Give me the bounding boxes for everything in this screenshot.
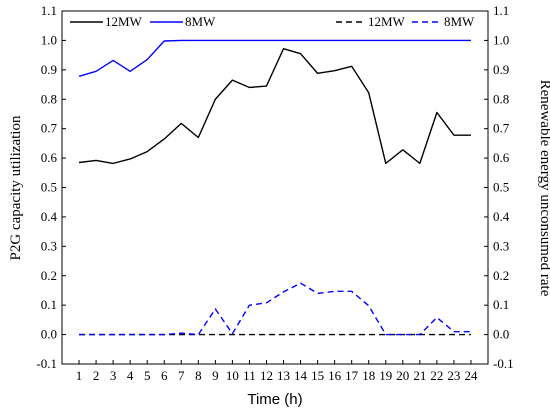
right-tick-label: 0.1 — [493, 297, 509, 312]
series-line-8mw-dashed — [79, 282, 471, 336]
x-tick-label: 2 — [93, 368, 100, 383]
right-tick-label: 0.5 — [493, 180, 509, 195]
left-tick-label: 0.3 — [41, 238, 57, 253]
x-tick-label: 15 — [311, 368, 324, 383]
x-tick-label: 17 — [345, 368, 359, 383]
x-tick-label: 24 — [464, 368, 478, 383]
x-tick-label: 16 — [328, 368, 342, 383]
right-axis-title: Renewable energy unconsumed rate — [537, 80, 550, 297]
x-tick-label: 6 — [161, 368, 168, 383]
left-tick-label: 0.7 — [41, 121, 58, 136]
left-axis-title: P2G capacity utilization — [8, 115, 24, 260]
plot-area-frame — [61, 10, 489, 365]
left-tick-label: 0.1 — [41, 297, 57, 312]
legend-label-12mw-solid: 12MW — [105, 14, 143, 29]
x-tick-label: 10 — [226, 368, 239, 383]
right-tick-label: 1.1 — [493, 3, 509, 18]
right-tick-label: 0.0 — [493, 327, 509, 342]
right-tick-label: 0.2 — [493, 268, 509, 283]
left-tick-label: 0.2 — [41, 268, 57, 283]
left-tick-label: 0.5 — [41, 180, 57, 195]
left-tick-label: 0.9 — [41, 62, 57, 77]
right-tick-label: 0.6 — [493, 150, 510, 165]
x-tick-label: 13 — [277, 368, 290, 383]
right-tick-label: 0.7 — [493, 121, 510, 136]
x-tick-label: 11 — [243, 368, 256, 383]
x-axis-title: Time (h) — [247, 391, 302, 408]
x-tick-label: 3 — [110, 368, 117, 383]
left-tick-label: 1.1 — [41, 3, 57, 18]
x-tick-label: 14 — [294, 368, 308, 383]
left-tick-label: 0.6 — [41, 150, 58, 165]
left-tick-label: 0.0 — [41, 327, 57, 342]
left-tick-label: 0.8 — [41, 91, 57, 106]
left-tick-label: 0.4 — [41, 209, 58, 224]
legend-label-8mw-solid: 8MW — [185, 14, 216, 29]
legend-left: 12MW 8MW — [70, 14, 216, 29]
x-tick-label: 21 — [413, 368, 426, 383]
left-tick-label: 1.0 — [41, 32, 57, 47]
x-tick-label: 5 — [144, 368, 151, 383]
x-tick-label: 1 — [76, 368, 83, 383]
legend-label-12mw-dashed: 12MW — [368, 14, 406, 29]
right-tick-label: 0.9 — [493, 62, 509, 77]
legend-label-8mw-dashed: 8MW — [444, 14, 475, 29]
left-axis: -0.1 0.0 0.1 0.2 0.3 0.4 0.5 0.6 0.7 0.8 0.9 1.0 1.1 — [36, 3, 66, 371]
x-tick-label: 20 — [396, 368, 409, 383]
x-tick-label: 22 — [430, 368, 443, 383]
x-tick-label: 23 — [447, 368, 460, 383]
right-tick-label: -0.1 — [493, 356, 514, 371]
right-tick-label: 0.4 — [493, 209, 510, 224]
x-tick-label: 7 — [178, 368, 185, 383]
left-tick-label: -0.1 — [36, 356, 57, 371]
x-tick-label: 9 — [212, 368, 219, 383]
right-tick-label: 1.0 — [493, 32, 509, 47]
x-axis: 1 2 3 4 5 6 7 8 9 10 11 12 13 14 15 16 17 18 19 20 21 22 23 24 — [76, 360, 478, 383]
right-axis: -0.1 0.0 0.1 0.2 0.3 0.4 0.5 0.6 0.7 0.8 0.9 1.0 1.1 — [484, 3, 514, 371]
x-tick-label: 19 — [379, 368, 392, 383]
x-tick-label: 8 — [195, 368, 202, 383]
legend-right: 12MW 8MW — [336, 14, 475, 29]
series-line-12mw-solid — [78, 47, 471, 165]
right-tick-label: 0.3 — [493, 238, 509, 253]
series-layer — [78, 39, 471, 336]
x-tick-label: 4 — [127, 368, 134, 383]
x-tick-label: 18 — [362, 368, 375, 383]
series-line-8mw-solid — [78, 39, 471, 77]
right-tick-label: 0.8 — [493, 91, 509, 106]
x-tick-label: 12 — [260, 368, 273, 383]
